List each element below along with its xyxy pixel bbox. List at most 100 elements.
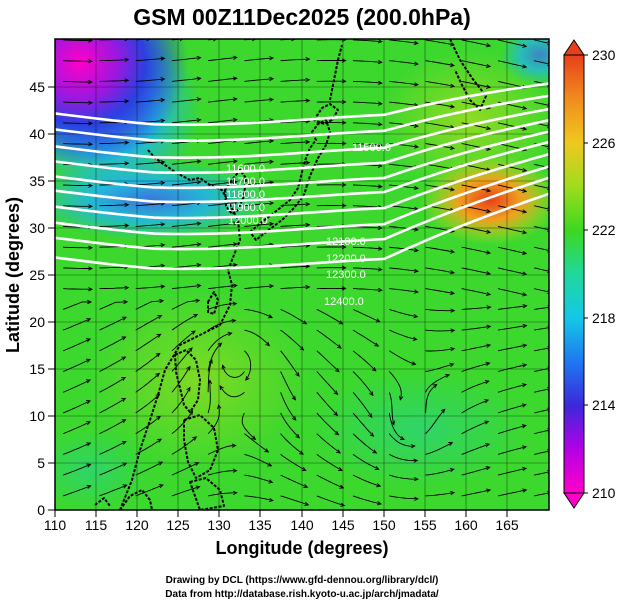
coastlines xyxy=(94,39,487,510)
streamline xyxy=(316,350,340,373)
streamline xyxy=(207,445,236,455)
streamline xyxy=(497,404,526,414)
streamline xyxy=(63,267,92,269)
streamline-arrow xyxy=(334,430,340,436)
streamline xyxy=(352,122,382,125)
streamline xyxy=(425,374,450,393)
streamline-arrow xyxy=(268,479,274,484)
colorbar: 210 214 218 222 226 230 xyxy=(563,39,616,509)
streamline xyxy=(497,344,527,352)
streamline-arrow xyxy=(413,227,419,232)
streamline-arrow xyxy=(374,342,380,347)
streamline xyxy=(63,122,92,124)
streamline xyxy=(425,267,455,274)
streamline xyxy=(63,301,91,310)
streamline xyxy=(352,433,377,454)
streamline xyxy=(280,350,300,377)
x-tick-label: 145 xyxy=(331,517,355,533)
streamline-arrow xyxy=(86,442,92,447)
streamline xyxy=(99,162,129,165)
streamline-arrow xyxy=(155,372,161,378)
streamline-arrow xyxy=(193,313,199,318)
streamline xyxy=(425,384,438,414)
streamline-arrow xyxy=(188,347,193,352)
streamline-arrow xyxy=(377,39,383,44)
streamline xyxy=(425,246,455,253)
streamline-arrow xyxy=(159,298,165,304)
streamline xyxy=(389,288,418,293)
streamline xyxy=(425,363,454,372)
height-contour xyxy=(55,165,549,236)
streamline-arrow xyxy=(295,433,301,439)
streamline xyxy=(99,301,128,310)
streamline xyxy=(135,57,165,62)
streamline xyxy=(534,388,549,393)
streamline xyxy=(352,495,382,505)
streamline xyxy=(244,350,252,381)
streamline-arrow xyxy=(122,484,128,489)
streamline xyxy=(389,39,418,44)
streamline xyxy=(207,470,237,476)
streamline-arrow xyxy=(232,283,238,288)
streamline-arrow xyxy=(449,362,455,367)
streamline-arrow xyxy=(219,385,224,391)
streamline xyxy=(425,163,455,170)
streamline-arrow xyxy=(522,343,528,348)
streamline xyxy=(352,60,382,63)
streamline-arrow xyxy=(486,84,492,89)
x-tick-label: 120 xyxy=(125,517,149,533)
streamline-arrow xyxy=(124,285,130,290)
streamline-arrow xyxy=(413,185,419,191)
plot-area: 11500.0 11600.0 11700.0 11800.0 11900.0 … xyxy=(55,39,549,510)
streamline-arrow xyxy=(121,419,127,424)
coast-mindanao xyxy=(189,477,225,510)
streamline-arrow xyxy=(295,372,300,377)
streamline xyxy=(534,450,549,455)
streamline-arrow xyxy=(251,435,257,441)
streamline xyxy=(497,305,527,310)
streamline xyxy=(135,78,165,82)
streamline-arrow xyxy=(196,97,202,102)
streamline-arrow xyxy=(484,399,490,404)
streamline xyxy=(534,60,549,65)
streamline xyxy=(280,224,310,227)
streamline-arrow xyxy=(485,443,491,448)
streamline-arrow xyxy=(121,397,127,402)
streamline-arrow xyxy=(196,76,202,81)
streamline-arrow xyxy=(486,208,492,214)
streamline xyxy=(534,306,549,310)
streamline-arrow xyxy=(196,117,202,123)
streamline xyxy=(244,181,274,186)
streamline-arrow xyxy=(413,144,419,149)
x-tick-label: 110 xyxy=(44,517,67,533)
streamline xyxy=(244,98,274,103)
coast-taiwan xyxy=(207,291,219,315)
streamline xyxy=(208,77,237,82)
streamline xyxy=(241,412,256,440)
streamline xyxy=(461,39,491,47)
streamline-arrow xyxy=(156,415,162,421)
streamline-arrow xyxy=(374,465,380,470)
streamline xyxy=(461,60,491,68)
streamline-arrow xyxy=(155,352,161,358)
streamline xyxy=(316,329,342,349)
streamline xyxy=(135,373,160,393)
streamline-arrow xyxy=(124,57,130,62)
streamline xyxy=(425,60,455,67)
streamline-arrow xyxy=(88,266,94,271)
streamline xyxy=(63,80,92,83)
streamline-arrow xyxy=(267,462,273,467)
streamline xyxy=(280,265,310,269)
streamline xyxy=(534,184,549,189)
streamline-arrow xyxy=(522,466,528,472)
figure-title: GSM 00Z11Dec2025 (200.0hPa) xyxy=(133,4,471,30)
streamline-arrow xyxy=(484,379,490,385)
streamline-arrow xyxy=(522,363,528,368)
streamline-arrow xyxy=(124,99,130,104)
streamline-arrow xyxy=(522,230,528,235)
streamline-arrow xyxy=(377,287,383,293)
coast-hokkaido xyxy=(313,103,339,125)
streamline-arrow xyxy=(411,361,417,366)
streamline xyxy=(352,371,374,396)
streamline-arrow xyxy=(88,183,94,188)
